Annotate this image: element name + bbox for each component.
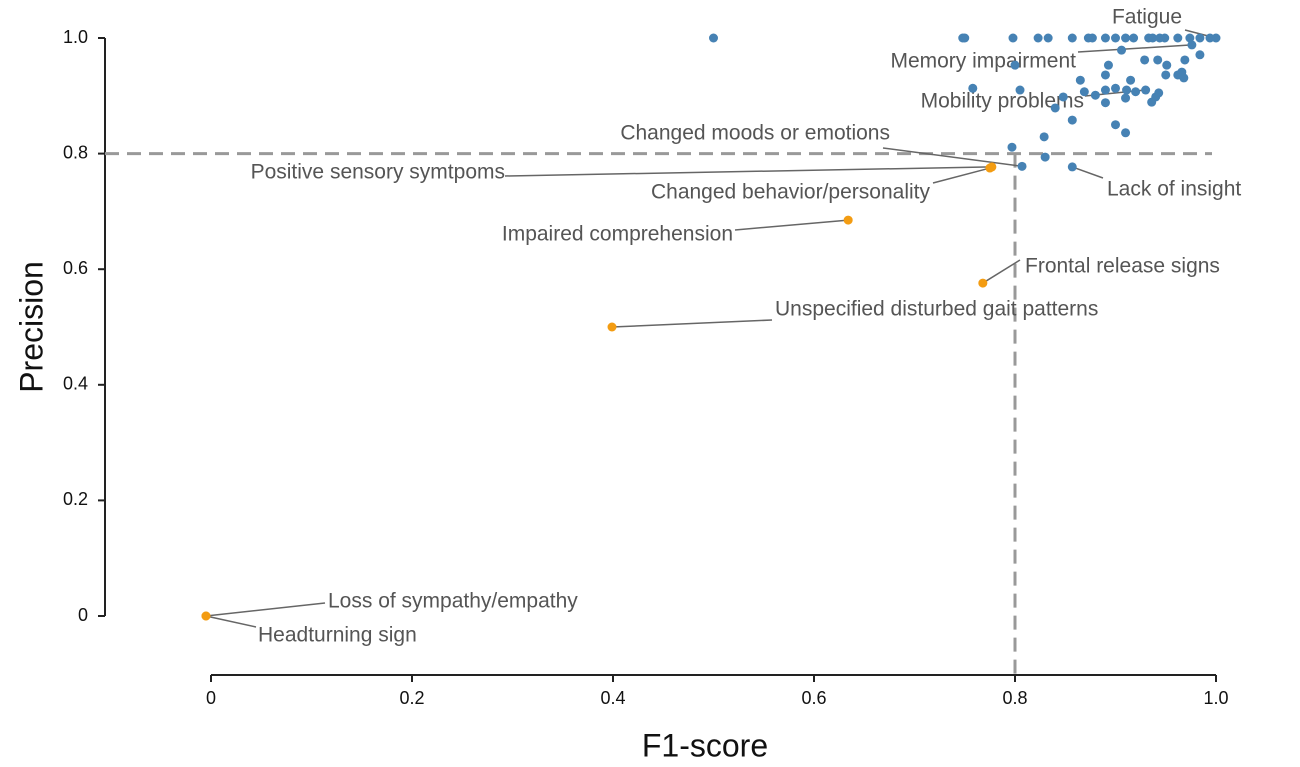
leader-line [205,602,326,617]
y-tick-label: 0.8 [63,142,88,162]
point [960,33,970,43]
point-label: Impaired comprehension [502,223,733,246]
point-label: Headturning sign [258,624,417,647]
point [201,611,211,621]
point [1121,33,1131,43]
point [843,215,853,225]
leader-line [205,615,257,628]
point [709,33,718,43]
point [1185,33,1195,43]
point [1103,60,1113,70]
point-label: Fatigue [1112,6,1182,29]
point [1007,142,1017,152]
point [1141,85,1151,95]
point-label: Positive sensory symtpoms [251,161,505,184]
point-label: Mobility problems [921,90,1084,113]
point [1039,132,1049,142]
point-label: Memory impairment [890,50,1076,73]
point [1121,128,1131,138]
leader-line [504,166,992,177]
point [1015,85,1025,95]
point [1067,162,1077,172]
y-tick-label: 0.4 [63,374,88,394]
point-label: Frontal release signs [1025,255,1220,278]
leader-line [882,147,1023,168]
y-tick-label: 0 [78,605,88,625]
point [1179,73,1189,83]
point [1079,87,1089,97]
leader-line [932,167,991,184]
point [1117,45,1127,55]
point [1050,103,1060,113]
point [1033,33,1043,43]
x-tick-label: 1.0 [1203,688,1228,708]
point [1111,120,1120,130]
point [607,322,617,332]
point [1010,60,1020,70]
x-tick-label: 0.6 [801,688,826,708]
point [978,278,988,288]
point [1043,33,1053,43]
point [1180,55,1190,65]
y-tick-label: 0.6 [63,258,88,278]
y-axis-title: Precision [13,261,49,393]
leader-line [611,319,773,328]
point [1195,50,1205,60]
point [1067,33,1077,43]
point [1195,33,1205,43]
point [1008,33,1018,43]
x-tick-label: 0.4 [600,688,625,708]
point [1100,98,1110,108]
point [1140,55,1150,65]
leader-line [1072,166,1104,179]
point [1211,33,1221,43]
point-label: Unspecified disturbed gait patterns [775,298,1098,321]
point [1058,92,1068,102]
point [1121,93,1131,103]
point [1161,70,1171,80]
point [1162,60,1172,70]
point [1129,33,1139,43]
point-label: Changed moods or emotions [620,122,890,145]
point [1040,152,1050,162]
point [1173,33,1183,43]
point [1017,161,1027,171]
point [1154,88,1164,98]
x-axis-title: F1-score [642,727,768,763]
point-label: Lack of insight [1107,178,1241,201]
point [1111,83,1120,93]
point [1100,85,1110,95]
y-tick-label: 1.0 [63,27,88,47]
leader-line [1077,44,1192,53]
point [1160,33,1170,43]
point [1148,33,1158,43]
point [1111,33,1120,43]
leader-line [734,219,849,231]
point [987,162,997,172]
x-tick-label: 0.8 [1002,688,1027,708]
point [1147,97,1157,107]
point [1131,87,1141,97]
leader-line [982,259,1021,284]
point [1122,85,1132,95]
x-tick-label: 0.2 [399,688,424,708]
point [1100,70,1110,80]
y-tick-label: 0.2 [63,489,88,509]
point [1187,40,1197,50]
point [1100,33,1110,43]
point-label: Loss of sympathy/empathy [328,590,578,613]
point-label: Changed behavior/personality [651,181,931,204]
x-tick-label: 0 [206,688,216,708]
point [1153,55,1163,65]
point [1067,115,1077,125]
point [1126,75,1136,85]
point [1075,75,1085,85]
point [1090,90,1100,100]
point [1087,33,1097,43]
point [968,83,978,93]
